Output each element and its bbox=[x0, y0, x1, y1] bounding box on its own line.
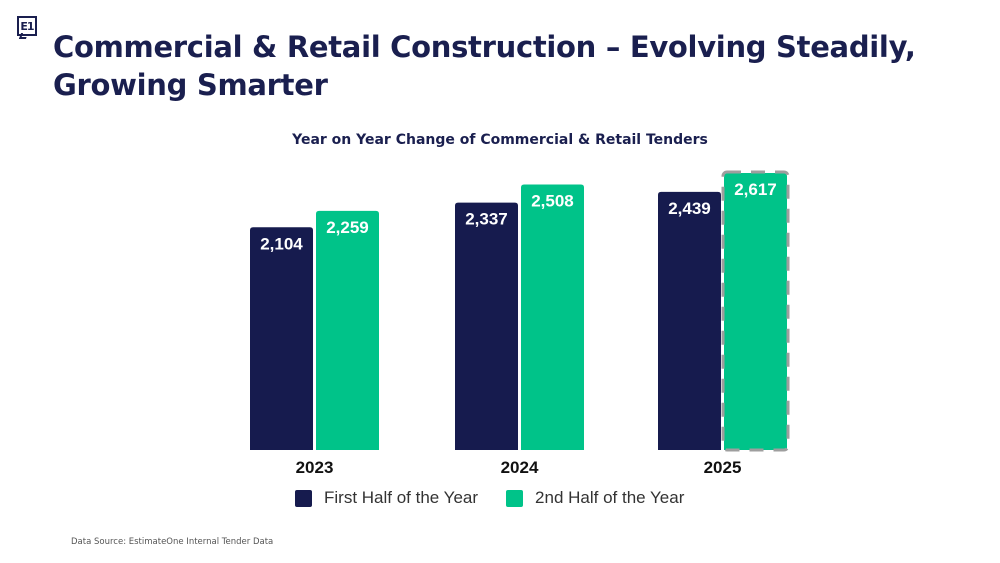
data-source-footnote: Data Source: EstimateOne Internal Tender… bbox=[71, 537, 274, 547]
bar-2025-first-half bbox=[658, 191, 721, 451]
x-tick-2025: 2025 bbox=[704, 458, 742, 477]
bar-2023-second-half bbox=[316, 210, 379, 450]
legend-label-second-half: 2nd Half of the Year bbox=[535, 488, 685, 507]
x-tick-2023: 2023 bbox=[296, 458, 334, 477]
bar-2025-second-half bbox=[724, 173, 787, 450]
legend-item-second-half: 2nd Half of the Year bbox=[506, 488, 684, 508]
legend-swatch-first-half bbox=[295, 489, 312, 507]
estimateone-logo-icon: E1 bbox=[17, 16, 37, 36]
projected-border-2025 bbox=[721, 170, 790, 452]
data-label-2025-second-half: 2,617 bbox=[734, 180, 777, 199]
data-label-2023-second-half: 2,259 bbox=[326, 218, 369, 237]
data-label-2023-first-half: 2,104 bbox=[260, 234, 303, 253]
data-label-2024-first-half: 2,337 bbox=[465, 210, 508, 229]
chart-title: Year on Year Change of Commercial & Reta… bbox=[292, 132, 708, 148]
legend-label-first-half: First Half of the Year bbox=[324, 488, 479, 507]
page-title: Commercial & Retail Construction – Evolv… bbox=[53, 30, 916, 102]
bar-2024-second-half bbox=[521, 184, 584, 450]
chart-legend: First Half of the Year 2nd Half of the Y… bbox=[295, 488, 712, 508]
bar-2024-first-half bbox=[455, 202, 518, 450]
data-label-2025-first-half: 2,439 bbox=[668, 199, 711, 218]
legend-item-first-half: First Half of the Year bbox=[295, 488, 478, 508]
x-tick-2024: 2024 bbox=[501, 458, 539, 477]
bar-2023-first-half bbox=[250, 227, 313, 450]
legend-swatch-second-half bbox=[506, 489, 524, 507]
data-label-2024-second-half: 2,508 bbox=[531, 192, 574, 211]
